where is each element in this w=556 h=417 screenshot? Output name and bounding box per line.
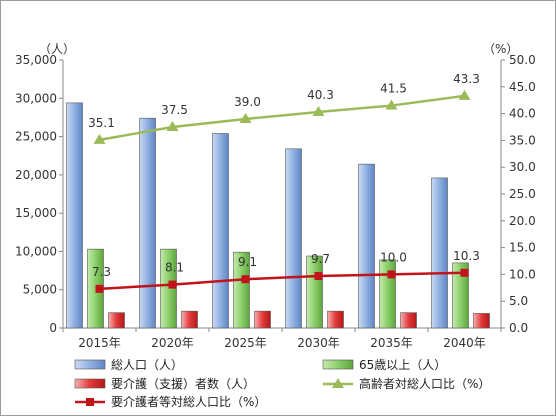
care-needed-bar <box>473 313 490 329</box>
care-ratio-data-label: 9.1 <box>238 255 257 269</box>
right-tick-label: 45.0 <box>509 80 536 94</box>
legend-swatch <box>74 378 106 389</box>
elderly-ratio-data-label: 41.5 <box>380 82 407 96</box>
legend-swatch <box>322 359 354 370</box>
elderly-ratio-marker <box>385 99 398 110</box>
elderly-ratio-data-label: 37.5 <box>161 103 188 117</box>
elderly-ratio-marker <box>239 112 252 123</box>
legend-marker <box>332 378 344 388</box>
total-population-bar <box>285 148 302 329</box>
legend-label: 要介護（支援）者数（人） <box>111 376 255 391</box>
right-tick-label: 25.0 <box>509 187 536 201</box>
elderly-ratio-marker <box>166 121 179 131</box>
legend-label: 65歳以上（人） <box>359 358 446 372</box>
x-tick-label: 2030年 <box>297 336 340 350</box>
left-tick-label: 20,000 <box>15 168 57 182</box>
care-ratio-marker <box>314 272 323 281</box>
care-ratio-data-label: 7.3 <box>92 265 111 279</box>
elderly-ratio-data-label: 43.3 <box>453 72 480 86</box>
left-tick-label: 25,000 <box>15 130 57 144</box>
left-tick-label: 5,000 <box>23 283 57 297</box>
aged-65-plus-bar <box>306 255 323 329</box>
right-tick-label: 35.0 <box>509 133 536 147</box>
care-ratio-marker <box>241 275 250 284</box>
aged-65-plus-bar <box>233 251 250 329</box>
care-ratio-marker <box>387 270 396 279</box>
care-needed-bar <box>108 312 125 329</box>
right-tick-label: 20.0 <box>509 214 536 228</box>
x-tick-label: 2035年 <box>370 336 413 350</box>
x-tick-label: 2015年 <box>78 336 121 350</box>
legend-care-needed: 要介護（支援）者数（人） <box>74 376 255 391</box>
legend-label: 総人口（人） <box>111 358 183 372</box>
left-axis-unit: （人） <box>39 42 75 56</box>
care-ratio-data-label: 10.3 <box>453 249 480 263</box>
legend: 総人口（人） 65歳以上（人） 要介護（支援）者数（人） 高齢者対総人口比（%） 要介護… <box>74 358 490 409</box>
elderly-ratio-data-label: 39.0 <box>234 95 261 109</box>
right-axis: 0.0 5.0 10.0 15.0 20.0 25.0 30.0 35.0 40.0 45.0 50… <box>500 53 536 335</box>
care-ratio-marker <box>460 268 469 277</box>
left-tick-label: 15,000 <box>15 206 57 220</box>
right-tick-label: 5.0 <box>509 294 528 308</box>
care-needed-bar <box>254 310 271 329</box>
bar-series <box>66 102 490 329</box>
right-tick-label: 10.0 <box>509 267 536 281</box>
legend-total-population: 総人口（人） <box>74 358 183 372</box>
care-needed-bar <box>327 310 344 329</box>
aged-65-plus-bar <box>452 262 469 329</box>
care-needed-bar <box>181 310 198 329</box>
legend-swatch <box>74 359 106 370</box>
total-population-bar <box>358 163 375 329</box>
legend-marker <box>86 398 94 406</box>
elderly-ratio-marker <box>93 133 106 144</box>
legend-aged-65-plus: 65歳以上（人） <box>322 358 446 372</box>
legend-label: 要介護者等対総人口比（%） <box>111 394 266 409</box>
care-ratio-data-label: 10.0 <box>380 250 407 264</box>
data-labels: 35.1 37.5 39.0 40.3 41.5 43.3 7.3 8.1 9.1 9.7 10.0… <box>88 72 480 279</box>
left-tick-label: 35,000 <box>15 53 57 67</box>
total-population-bar <box>66 102 83 329</box>
right-tick-label: 40.0 <box>509 107 536 121</box>
left-axis: 0 5,000 10,000 15,000 20,000 25,000 30,000 35,0… <box>15 53 64 335</box>
care-ratio-marker <box>168 280 177 289</box>
left-tick-label: 10,000 <box>15 244 57 258</box>
right-tick-label: 50.0 <box>509 53 536 67</box>
right-tick-label: 30.0 <box>509 160 536 174</box>
x-tick-label: 2040年 <box>443 336 486 350</box>
line-series <box>93 89 471 293</box>
x-axis: 2015年 2020年 2025年 2030年 2035年 2040年 <box>62 327 502 350</box>
elderly-ratio-data-label: 40.3 <box>307 88 334 102</box>
x-tick-label: 2025年 <box>224 336 267 350</box>
care-ratio-line <box>99 271 465 291</box>
elderly-ratio-line <box>99 94 465 142</box>
elderly-ratio-data-label: 35.1 <box>88 116 115 130</box>
left-tick-label: 30,000 <box>15 91 57 105</box>
x-tick-label: 2020年 <box>151 336 194 350</box>
left-tick-label: 0 <box>49 321 57 335</box>
elderly-ratio-marker <box>312 105 325 116</box>
total-population-bar <box>212 133 229 329</box>
legend-label: 高齢者対総人口比（%） <box>359 376 490 391</box>
total-population-bar <box>431 177 448 329</box>
care-ratio-marker <box>95 284 104 293</box>
right-axis-unit: （%） <box>483 42 518 56</box>
legend-elderly-ratio: 高齢者対総人口比（%） <box>323 376 490 391</box>
aged-65-plus-bar <box>379 259 396 329</box>
care-ratio-data-label: 9.7 <box>311 252 330 266</box>
care-needed-bar <box>400 312 417 329</box>
right-tick-label: 15.0 <box>509 241 536 255</box>
total-population-bar <box>139 117 156 329</box>
legend-care-ratio: 要介護者等対総人口比（%） <box>75 394 266 409</box>
elderly-ratio-marker <box>458 89 471 100</box>
right-tick-label: 0.0 <box>509 321 528 335</box>
care-ratio-data-label: 8.1 <box>165 261 184 275</box>
